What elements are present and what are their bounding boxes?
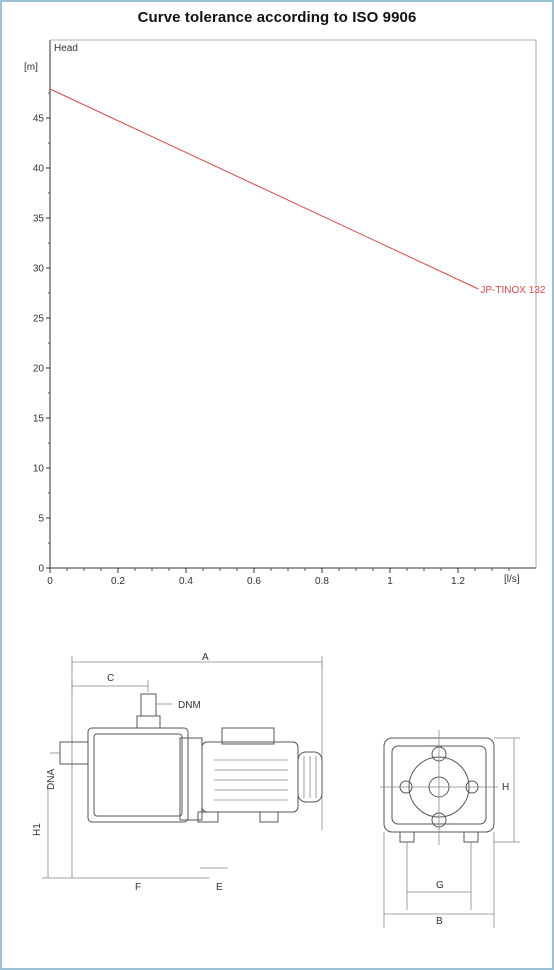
- head-curve-chart: Head [m] [l/s] 0 5 10 15 20 25 30 35 40 45 0 0.2 0.…: [24, 39, 546, 587]
- x-tick-label: 0.6: [247, 576, 261, 587]
- y-tick-label: 45: [33, 114, 45, 125]
- series-layer: JP-TINOX 132: [49, 88, 546, 296]
- chart-title: Curve tolerance according to ISO 9906: [137, 9, 417, 26]
- y-tick-label: 0: [38, 564, 44, 575]
- y-tick-label: 5: [38, 514, 44, 525]
- x-ticks: 0 0.2 0.4 0.6 0.8 1 1.2: [47, 568, 510, 587]
- y-tick-label: 30: [33, 264, 45, 275]
- x-tick-label: 1.2: [451, 576, 465, 587]
- x-tick-label: 0.2: [111, 576, 125, 587]
- y-tick-label: 35: [33, 214, 45, 225]
- series-line: [49, 88, 479, 290]
- x-tick-label: 0: [47, 576, 53, 587]
- y-tick-label: 10: [33, 464, 45, 475]
- head-panel-label: Head: [54, 43, 78, 54]
- series-label: JP-TINOX 132: [480, 285, 545, 296]
- y-tick-label: 20: [33, 364, 45, 375]
- x-tick-label: 1: [387, 576, 393, 587]
- y-tick-label: 40: [33, 164, 45, 175]
- x-tick-label: 0.4: [179, 576, 193, 587]
- y-ticks: 0 5 10 15 20 25 30 35 40 45: [33, 92, 50, 575]
- y-tick-label: 25: [33, 314, 45, 325]
- x-unit-label: [l/s]: [504, 574, 520, 585]
- y-unit-label: [m]: [24, 62, 38, 73]
- x-tick-label: 0.8: [315, 576, 329, 587]
- y-tick-label: 15: [33, 414, 45, 425]
